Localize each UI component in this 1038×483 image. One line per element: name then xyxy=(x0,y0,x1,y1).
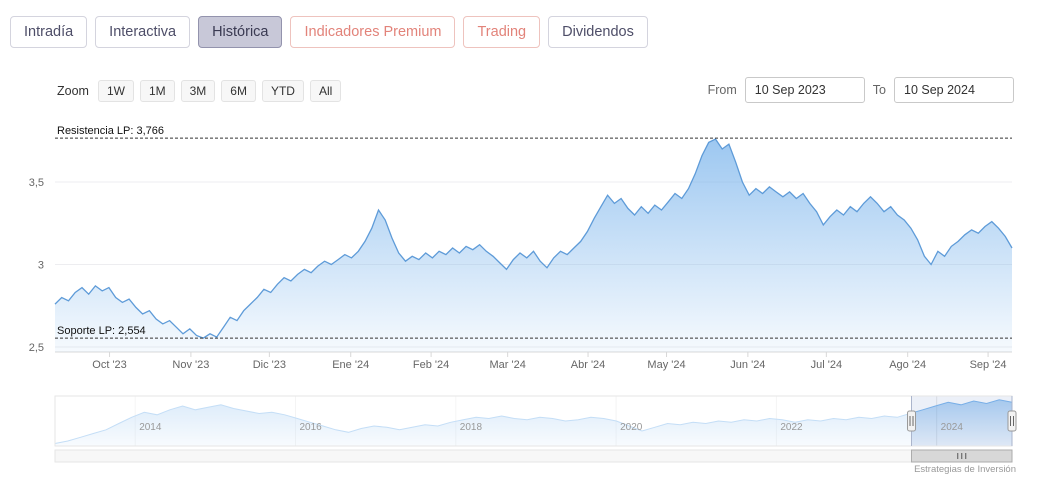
navigator-year-label: 2016 xyxy=(299,422,322,433)
x-axis-label: Nov '23 xyxy=(172,359,209,371)
price-area-series xyxy=(55,139,1012,352)
annotation-label: Soporte LP: 2,554 xyxy=(57,325,146,337)
navigator-year-label: 2018 xyxy=(460,422,483,433)
x-axis-label: Sep '24 xyxy=(970,359,1007,371)
chart-credits[interactable]: Estrategias de Inversión xyxy=(914,464,1016,475)
x-axis-label: Feb '24 xyxy=(413,359,449,371)
tab-dividendos[interactable]: Dividendos xyxy=(548,16,648,48)
navigator-outside-mask xyxy=(55,396,912,446)
to-label: To xyxy=(872,83,886,97)
y-axis-label: 3,5 xyxy=(29,177,44,189)
annotation-label: Resistencia LP: 3,766 xyxy=(57,125,164,137)
zoom-button-all[interactable]: All xyxy=(309,80,342,102)
x-axis-label: Jul '24 xyxy=(811,359,842,371)
x-axis-label: Ago '24 xyxy=(889,359,926,371)
scrollbar-track[interactable] xyxy=(54,449,1013,463)
main-price-chart[interactable]: 2,5 3 3,5 Oct '23 Nov '23 Dic '23 Ene '24 Feb '… xyxy=(0,118,1038,382)
navigator-year-label: 2024 xyxy=(941,422,964,433)
to-date-input[interactable] xyxy=(894,77,1014,103)
x-axis-label: Mar '24 xyxy=(489,359,525,371)
x-axis-label: Oct '23 xyxy=(92,359,127,371)
price-line-series xyxy=(54,138,1013,339)
navigator[interactable]: 2014 2016 2018 2020 2022 2024 xyxy=(0,390,1038,474)
zoom-button-ytd[interactable]: YTD xyxy=(261,80,304,102)
navigator-selected-range[interactable] xyxy=(911,396,1012,446)
x-axis-label: Jun '24 xyxy=(730,359,765,371)
x-axis-label: Dic '23 xyxy=(253,359,286,371)
zoom-group: Zoom 1W 1M 3M 6M YTD All xyxy=(57,80,342,102)
navigator-year-label: 2022 xyxy=(780,422,803,433)
x-axis-label: May '24 xyxy=(647,359,685,371)
tab-bar: Intradía Interactiva Histórica Indicadores … xyxy=(10,16,648,48)
zoom-button-1w[interactable]: 1W xyxy=(97,80,134,102)
zoom-label: Zoom xyxy=(57,84,89,98)
tab-indicadores-premium[interactable]: Indicadores Premium xyxy=(290,16,456,48)
zoom-button-6m[interactable]: 6M xyxy=(221,80,256,102)
x-axis-label: Abr '24 xyxy=(571,359,606,371)
tab-interactiva[interactable]: Interactiva xyxy=(95,16,191,48)
zoom-button-3m[interactable]: 3M xyxy=(180,80,216,102)
navigator-year-label: 2014 xyxy=(139,422,162,433)
tab-histo-rica[interactable]: Histórica xyxy=(198,16,283,48)
from-date-input[interactable] xyxy=(744,77,865,103)
navigator-right-handle[interactable] xyxy=(1007,396,1017,446)
y-axis-label: 2,5 xyxy=(29,342,44,354)
tab-intradi-a[interactable]: Intradía xyxy=(10,16,88,48)
zoom-button-1m[interactable]: 1M xyxy=(139,80,175,102)
tab-trading[interactable]: Trading xyxy=(463,16,541,48)
zoom-buttons: 1W 1M 3M 6M YTD All xyxy=(97,80,342,102)
from-label: From xyxy=(707,83,737,97)
x-axis-label: Ene '24 xyxy=(332,359,369,371)
navigator-left-handle[interactable] xyxy=(907,396,917,446)
navigator-year-label: 2020 xyxy=(620,422,643,433)
y-axis-label: 3 xyxy=(38,260,44,272)
date-range-group: From To xyxy=(708,77,1014,103)
